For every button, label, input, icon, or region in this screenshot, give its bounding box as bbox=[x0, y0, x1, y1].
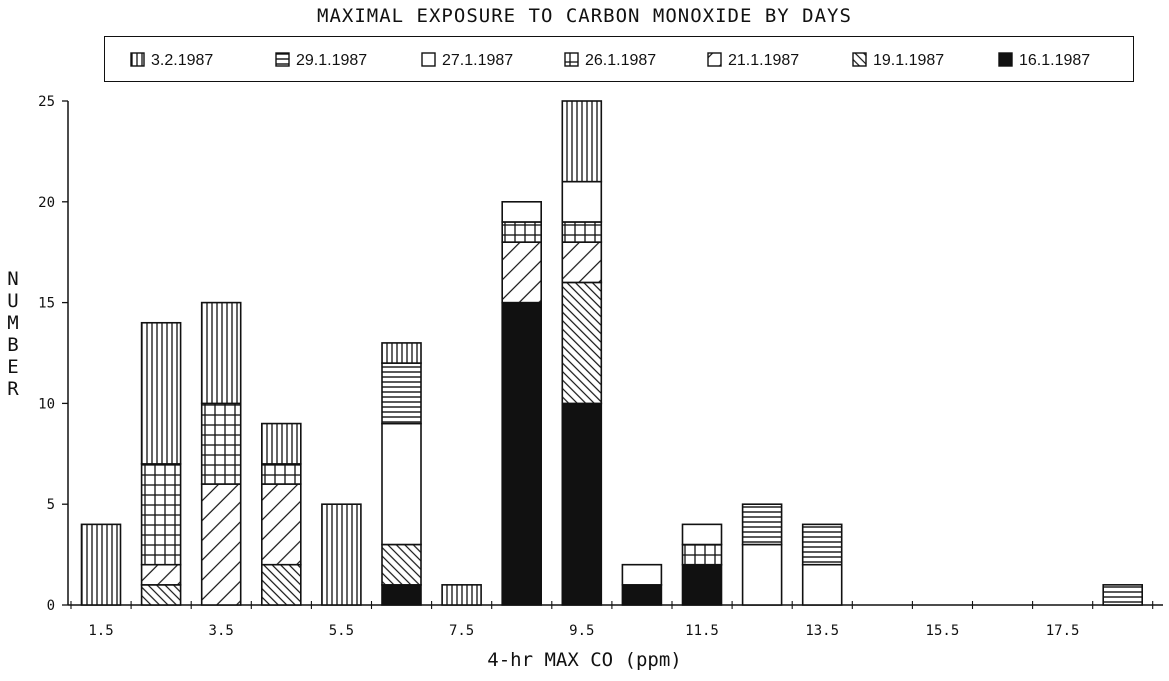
legend-swatch bbox=[130, 52, 145, 67]
chart-legend: 3.2.1987 29.1.1987 27.1.1987 26.1.1987 21.1.… bbox=[104, 36, 1134, 82]
legend-label: 16.1.1987 bbox=[1019, 52, 1090, 69]
y-tick-label: 15 bbox=[38, 296, 55, 312]
legend-swatch bbox=[852, 52, 867, 67]
bar-segment bbox=[741, 543, 783, 606]
legend-swatch bbox=[421, 52, 436, 67]
bar-segment bbox=[321, 503, 362, 606]
bar-segment bbox=[501, 201, 543, 223]
bar-segment bbox=[140, 563, 182, 586]
x-tick-label: 15.5 bbox=[926, 623, 960, 639]
bar-segment bbox=[140, 321, 182, 465]
x-tick-label: 13.5 bbox=[805, 623, 839, 639]
x-tick-label: 3.5 bbox=[209, 623, 234, 639]
bar-segment bbox=[561, 402, 603, 606]
bar-segment bbox=[681, 563, 723, 606]
bar-segment bbox=[501, 241, 543, 304]
bar-segment bbox=[80, 523, 122, 606]
bar-segment bbox=[801, 563, 843, 606]
y-axis-label: NUMBER bbox=[7, 268, 19, 400]
x-tick-label: 5.5 bbox=[329, 623, 354, 639]
legend-label: 26.1.1987 bbox=[585, 52, 656, 69]
bar-segment bbox=[381, 362, 422, 425]
bar-segment bbox=[260, 483, 302, 566]
chart-title: MAXIMAL EXPOSURE TO CARBON MONOXIDE BY D… bbox=[317, 5, 852, 27]
bar-segment bbox=[621, 563, 663, 586]
bar-segment bbox=[561, 100, 603, 183]
x-tick-label: 9.5 bbox=[569, 623, 594, 639]
legend-label: 3.2.1987 bbox=[151, 52, 213, 69]
bar-segment bbox=[381, 422, 422, 546]
bar-segment bbox=[561, 180, 603, 223]
bar-segment bbox=[140, 584, 182, 606]
bar-segment bbox=[681, 543, 723, 566]
bar-segment bbox=[801, 523, 843, 566]
bar-segment bbox=[441, 584, 482, 606]
bars bbox=[80, 100, 1143, 606]
legend-swatch bbox=[275, 52, 290, 67]
bar-segment bbox=[561, 241, 603, 284]
bar-segment bbox=[501, 221, 543, 243]
bar-segment bbox=[140, 463, 182, 566]
y-tick-label: 10 bbox=[38, 396, 55, 412]
y-tick-label: 20 bbox=[38, 195, 55, 211]
bar-segment bbox=[1102, 584, 1143, 606]
bar-segment bbox=[621, 584, 663, 606]
legend-swatch bbox=[564, 52, 579, 67]
x-tick-label: 7.5 bbox=[449, 623, 474, 639]
bar-segment bbox=[200, 402, 242, 485]
legend-label: 29.1.1987 bbox=[296, 52, 367, 69]
bar-segment bbox=[381, 342, 422, 364]
bar-segment bbox=[681, 523, 723, 546]
bar-segment bbox=[501, 301, 543, 606]
x-axis-label: 4-hr MAX CO (ppm) bbox=[487, 649, 682, 671]
bar-segment bbox=[260, 563, 302, 606]
legend-swatch bbox=[998, 52, 1013, 67]
y-tick-label: 25 bbox=[38, 94, 55, 110]
y-tick-label: 0 bbox=[47, 598, 55, 614]
bar-segment bbox=[260, 463, 302, 485]
legend-svg: 3.2.1987 29.1.1987 27.1.1987 26.1.1987 21.1.… bbox=[130, 52, 1090, 69]
x-tick-label: 17.5 bbox=[1046, 623, 1080, 639]
x-tick-label: 11.5 bbox=[685, 623, 719, 639]
bar-segment bbox=[741, 503, 783, 546]
x-tick-label: 1.5 bbox=[88, 623, 113, 639]
legend-label: 27.1.1987 bbox=[442, 52, 513, 69]
bar-segment bbox=[561, 281, 603, 405]
bar-segment bbox=[200, 483, 242, 606]
legend-swatch bbox=[707, 52, 722, 67]
bar-segment bbox=[200, 301, 242, 405]
legend-label: 19.1.1987 bbox=[873, 52, 944, 69]
axes: 0 5 10 15 20 25 1.5 3.5 5.5 7.5 9.5 11.5 13.5 15.5 17.… bbox=[38, 94, 1163, 639]
bar-segment bbox=[561, 221, 603, 243]
bar-segment bbox=[260, 422, 302, 465]
bar-segment bbox=[381, 584, 422, 606]
legend-label: 21.1.1987 bbox=[728, 52, 799, 69]
bar-segment bbox=[381, 543, 422, 586]
y-tick-label: 5 bbox=[47, 497, 55, 513]
